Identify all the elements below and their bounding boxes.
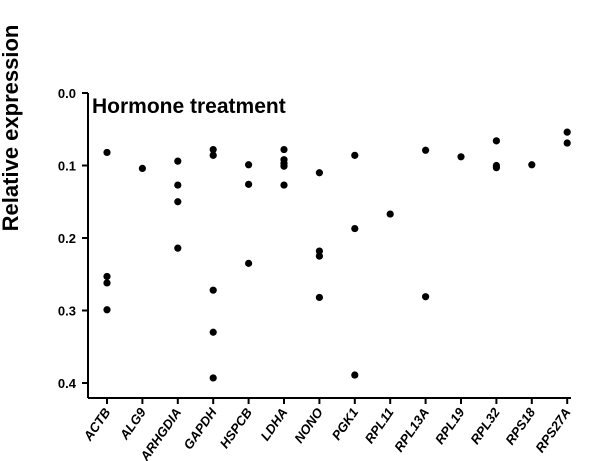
x-tick-label: RPS18 xyxy=(502,404,538,447)
data-point xyxy=(422,146,430,154)
y-tick-label: 0.3 xyxy=(58,304,76,319)
data-point xyxy=(492,164,500,172)
y-tick-label: 0.0 xyxy=(58,86,76,101)
data-point xyxy=(492,137,500,145)
data-point xyxy=(138,164,146,172)
x-tick-label: ACTB xyxy=(80,405,114,444)
data-point xyxy=(209,374,217,382)
data-point xyxy=(280,162,288,170)
data-point xyxy=(528,161,536,169)
x-tick-label: LDHA xyxy=(257,405,290,443)
data-point xyxy=(351,371,359,379)
x-tick-label: HSPCB xyxy=(217,405,255,451)
x-tick-label: PGK1 xyxy=(329,405,362,443)
x-tick-label: ALG9 xyxy=(116,404,149,442)
x-tick-label: RPL19 xyxy=(432,404,468,446)
data-point xyxy=(174,157,182,165)
data-point xyxy=(563,128,571,136)
y-ticks: 0.0 0.1 0.2 0.3 0.4 xyxy=(58,86,88,391)
data-point xyxy=(103,148,111,157)
data-point xyxy=(174,181,182,189)
data-point xyxy=(245,161,253,169)
data-point xyxy=(280,145,288,154)
x-tick-label: RPL13A xyxy=(391,405,432,454)
data-point xyxy=(315,247,323,255)
data-point xyxy=(315,293,323,302)
y-tick-label: 0.2 xyxy=(58,231,76,246)
x-tick-label: RPL11 xyxy=(362,405,397,446)
data-point xyxy=(315,169,323,177)
data-point xyxy=(103,272,111,281)
y-axis-label: Relative expression xyxy=(0,25,23,232)
x-tick-label: NONO xyxy=(291,405,326,446)
data-point xyxy=(209,286,217,294)
data-point xyxy=(245,259,253,267)
data-point xyxy=(174,244,182,252)
chart-annotation: Hormone treatment xyxy=(92,95,286,118)
x-tick-label: RPL32 xyxy=(467,404,503,446)
data-point xyxy=(209,151,217,159)
data-points xyxy=(103,128,571,382)
data-point xyxy=(422,293,430,301)
data-point xyxy=(563,139,571,147)
data-point xyxy=(457,153,465,161)
data-point xyxy=(103,279,111,287)
y-tick-label: 0.4 xyxy=(58,376,77,391)
data-point xyxy=(386,210,394,218)
data-point xyxy=(351,224,359,233)
data-point xyxy=(245,180,253,188)
data-point xyxy=(209,145,217,154)
x-tick-label: RPS27A xyxy=(532,405,573,455)
y-tick-label: 0.1 xyxy=(58,159,76,174)
data-point xyxy=(103,306,111,314)
data-point xyxy=(280,181,288,189)
x-tick-label: GAPDH xyxy=(180,405,220,453)
data-point xyxy=(351,151,359,159)
data-point xyxy=(174,198,182,206)
data-point xyxy=(315,252,323,260)
data-point xyxy=(209,328,217,336)
